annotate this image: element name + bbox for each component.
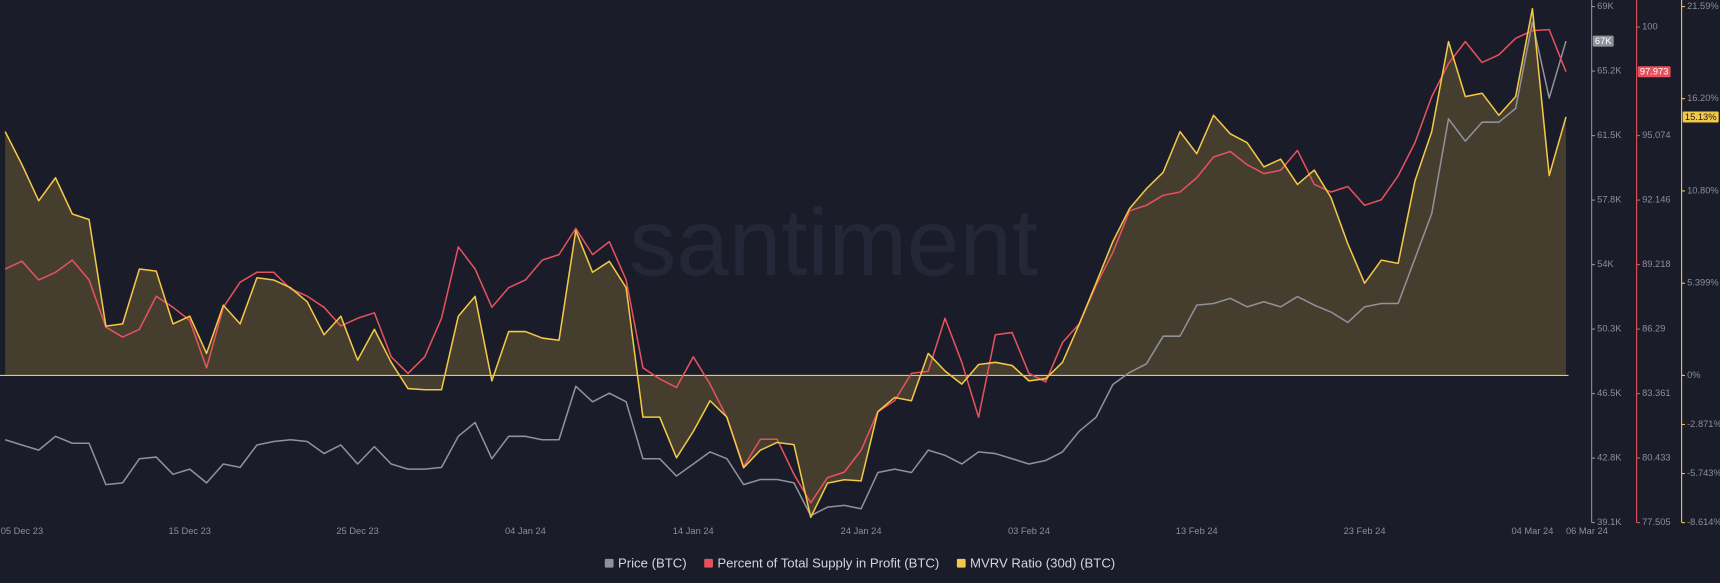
y-tick-label: 16.20%: [1687, 93, 1719, 103]
legend-swatch: [604, 558, 614, 568]
last-value-badge: [1592, 35, 1614, 47]
last-value-label: 67K: [1595, 36, 1612, 46]
x-tick-label: 03 Feb 24: [1008, 526, 1050, 536]
last-value-badge: [1682, 111, 1719, 123]
legend-swatch: [956, 558, 966, 568]
plot-area: [0, 7, 1569, 519]
x-tick-label: 25 Dec 23: [336, 526, 378, 536]
y-tick-label: 65.2K: [1597, 66, 1622, 76]
y-tick-label: 10.80%: [1687, 185, 1719, 195]
y-tick-label: -5.743%: [1687, 468, 1720, 478]
y-tick-label: 100: [1642, 22, 1658, 32]
last-value-badge: [1637, 66, 1671, 78]
y-tick-label: 89.218: [1642, 259, 1670, 269]
series-line: [4, 7, 1567, 519]
legend-swatch: [704, 558, 713, 568]
series-line: [4, 28, 1567, 504]
x-tick-label: 04 Jan 24: [505, 526, 546, 536]
y-tick-label: 5.399%: [1687, 278, 1719, 288]
x-tick-label: 13 Feb 24: [1176, 526, 1218, 536]
y-tick-label: 80.433: [1642, 453, 1670, 463]
series-line: [4, 21, 1567, 517]
x-tick-label: 15 Dec 23: [169, 526, 211, 536]
y-tick-label: 42.8K: [1597, 453, 1622, 463]
y-tick-label: 77.505: [1642, 517, 1670, 527]
legend-label: Percent of Total Supply in Profit (BTC): [717, 555, 939, 570]
y-tick-label: 83.361: [1642, 388, 1670, 398]
y-tick-label: 46.5K: [1597, 388, 1622, 398]
x-tick-label: 05 Dec 23: [1, 526, 43, 536]
legend-label: MVRV Ratio (30d) (BTC): [970, 555, 1115, 570]
x-tick-label: 24 Jan 24: [841, 526, 882, 536]
legend-label: Price (BTC): [618, 555, 687, 570]
y-tick-label: -8.614%: [1687, 517, 1720, 527]
last-value-label: 97.973: [1640, 67, 1668, 77]
y-tick-label: -2.871%: [1687, 419, 1720, 429]
y-tick-label: 95.074: [1642, 130, 1670, 140]
area-fill: [5, 8, 1566, 518]
x-tick-label: 23 Feb 24: [1344, 526, 1386, 536]
y-tick-label: 0%: [1687, 370, 1700, 380]
y-tick-label: 61.5K: [1597, 130, 1622, 140]
y-tick-label: 54K: [1597, 259, 1614, 269]
y-tick-label: 92.146: [1642, 195, 1670, 205]
x-tick-label: 04 Mar 24: [1511, 526, 1553, 536]
y-tick-label: 86.29: [1642, 324, 1665, 334]
watermark: santiment: [629, 190, 1038, 295]
y-tick-label: 21.59%: [1687, 1, 1719, 11]
x-tick-label: 14 Jan 24: [673, 526, 714, 536]
x-tick-label: 06 Mar 24: [1566, 526, 1608, 536]
y-tick-label: 57.8K: [1597, 195, 1622, 205]
y-tick-label: 69K: [1597, 1, 1614, 11]
last-value-label: 15.13%: [1685, 112, 1717, 122]
y-tick-label: 50.3K: [1597, 324, 1622, 334]
y-tick-label: 39.1K: [1597, 517, 1622, 527]
